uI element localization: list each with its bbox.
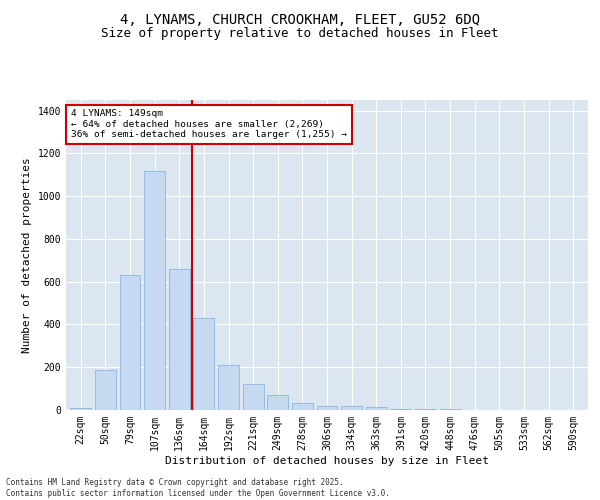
Bar (119, 276, 140, 410)
Bar (169, 269, 190, 410)
Text: Size of property relative to detached houses in Fleet: Size of property relative to detached ho… (101, 28, 499, 40)
Bar (193, 318, 214, 410)
X-axis label: Distribution of detached houses by size in Fleet: Distribution of detached houses by size … (165, 456, 489, 466)
Bar (218, 365, 239, 410)
Bar (366, 406, 387, 410)
Text: Contains HM Land Registry data © Crown copyright and database right 2025.
Contai: Contains HM Land Registry data © Crown c… (6, 478, 390, 498)
Bar (144, 170, 165, 410)
Bar (317, 406, 337, 410)
Bar (292, 402, 313, 410)
Y-axis label: Number of detached properties: Number of detached properties (22, 157, 32, 353)
Text: 4, LYNAMS, CHURCH CROOKHAM, FLEET, GU52 6DQ: 4, LYNAMS, CHURCH CROOKHAM, FLEET, GU52 … (120, 12, 480, 26)
Bar (70, 408, 91, 410)
Bar (391, 409, 412, 410)
Bar (267, 395, 288, 410)
Bar (341, 406, 362, 410)
Bar (242, 384, 263, 410)
Bar (95, 370, 116, 410)
Text: 4 LYNAMS: 149sqm
← 64% of detached houses are smaller (2,269)
36% of semi-detach: 4 LYNAMS: 149sqm ← 64% of detached house… (71, 110, 347, 139)
